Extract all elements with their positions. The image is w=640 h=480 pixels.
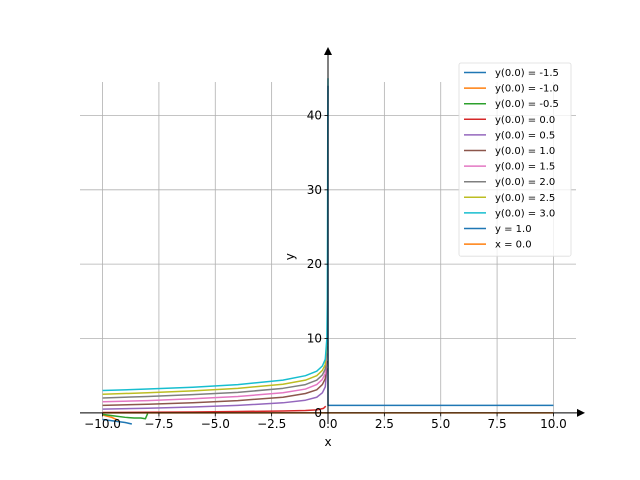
x-tick-label: 10.0 [540, 417, 567, 431]
series-line-2 [102, 413, 149, 420]
series-line-0 [102, 418, 133, 425]
legend-entry: y(0.0) = 3.0 [495, 208, 555, 219]
y-tick-label: 10 [307, 332, 322, 346]
legend-box [458, 62, 572, 257]
x-tick-label: 2.5 [375, 417, 394, 431]
x-axis-arrow [577, 408, 585, 417]
x-tick-label: −5.0 [201, 417, 230, 431]
series-line-5 [102, 360, 328, 407]
y-axis-label: y [283, 253, 297, 260]
x-tick-label: 5.0 [431, 417, 450, 431]
y-tick-label: 30 [307, 183, 322, 197]
series-line-7 [102, 345, 328, 399]
y-tick-label: 0 [314, 406, 322, 420]
legend: y(0.0) = -1.5 y(0.0) = -1.0 y(0.0) = -0.5 y… [458, 62, 572, 257]
y-axis-arrow [324, 47, 332, 55]
y-tick-label: 20 [307, 257, 322, 271]
legend-entry: y(0.0) = -1.0 [495, 84, 559, 95]
legend-entry: y = 1.0 [495, 224, 532, 235]
x-tick-label: 0.0 [318, 417, 337, 431]
legend-entry: y(0.0) = 2.5 [495, 193, 555, 204]
series-line-6 [102, 353, 328, 403]
series-line-4 [102, 368, 328, 410]
tick-labels: −10.0 −7.5 −5.0 −2.5 0.0 2.5 5.0 7.5 10.0 0 10 20 30… [84, 108, 567, 430]
x-tick-label: 7.5 [488, 417, 507, 431]
legend-entry: y(0.0) = -1.5 [495, 68, 559, 79]
axes [80, 47, 585, 424]
legend-entry: y(0.0) = 0.0 [495, 115, 555, 126]
legend-entry: x = 0.0 [495, 240, 532, 251]
x-axis-label: x [324, 435, 331, 449]
x-tick-label: −7.5 [144, 417, 173, 431]
y-tick-label: 40 [307, 108, 322, 122]
series-line-1 [102, 414, 119, 421]
x-tick-label: −2.5 [257, 417, 286, 431]
legend-entry: y(0.0) = 0.5 [495, 130, 555, 141]
legend-entry: y(0.0) = -0.5 [495, 99, 559, 110]
series-line-8 [102, 342, 328, 396]
x-tick-label: −10.0 [84, 417, 121, 431]
legend-entry: y(0.0) = 2.0 [495, 177, 555, 188]
series-line-3 [102, 405, 327, 414]
legend-entry: y(0.0) = 1.5 [495, 162, 555, 173]
legend-entry: y(0.0) = 1.0 [495, 146, 555, 157]
